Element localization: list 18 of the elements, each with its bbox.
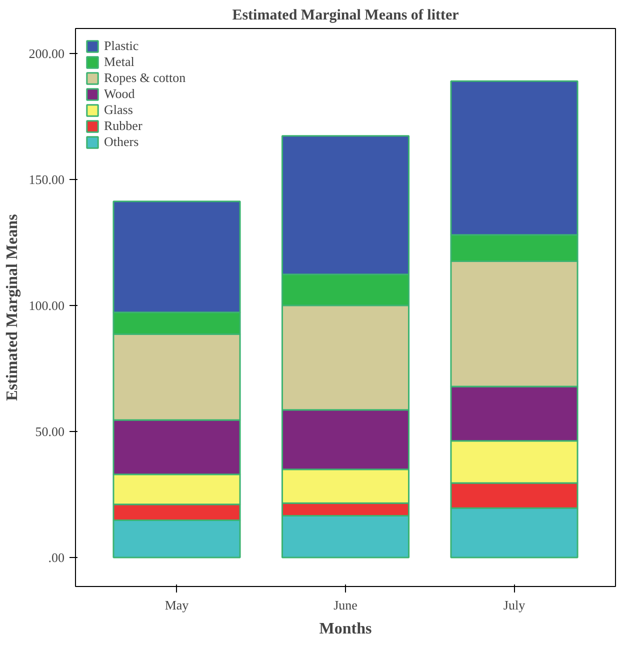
x-tick-label: May [164,598,190,612]
y-tick-label: .00 [48,550,64,566]
legend-label: Glass [104,102,133,118]
legend-label: Plastic [104,38,139,54]
y-tick-label: 150.00 [28,172,64,188]
y-tick-label: 200.00 [28,46,64,62]
x-tick-label: June [334,598,358,612]
x-tick-label: July [503,598,526,612]
y-tick-label: 100.00 [28,298,64,314]
legend-label: Wood [104,86,135,102]
legend-label: Others [104,134,139,150]
y-tick-label: 50.00 [35,424,64,440]
legend-label: Metal [104,54,134,70]
chart-title: Estimated Marginal Means of litter [232,8,460,24]
legend-label: Ropes & cotton [104,70,186,86]
x-axis-title: Months [319,620,372,638]
legend-label: Rubber [104,118,142,134]
y-axis-title: Estimated Marginal Means [4,214,21,401]
